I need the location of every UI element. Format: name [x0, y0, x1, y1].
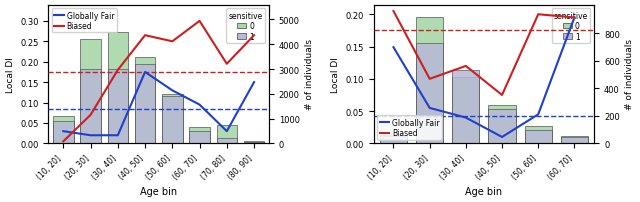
Bar [244, 141, 264, 144]
Bar [416, 18, 444, 144]
Bar [162, 97, 182, 144]
Bar [162, 94, 182, 144]
Bar [135, 57, 156, 144]
Bar [189, 131, 210, 144]
Bar [416, 44, 444, 144]
Bar [452, 71, 479, 144]
Y-axis label: Local DI: Local DI [6, 57, 15, 93]
Bar [81, 70, 100, 144]
Bar [452, 78, 479, 144]
Bar [561, 136, 588, 144]
Bar [108, 33, 128, 144]
Y-axis label: Local DI: Local DI [331, 57, 340, 93]
Bar [53, 121, 74, 144]
Bar [135, 65, 156, 144]
Bar [525, 126, 552, 144]
X-axis label: Age bin: Age bin [465, 186, 502, 197]
Legend: 0, 1: 0, 1 [227, 9, 265, 44]
Bar [561, 138, 588, 144]
Legend: Globally Fair, Biased: Globally Fair, Biased [378, 116, 442, 140]
Bar [81, 40, 100, 144]
Y-axis label: # of individuals: # of individuals [625, 39, 634, 110]
Y-axis label: # of individuals: # of individuals [305, 39, 314, 110]
Bar [380, 136, 407, 144]
Bar [189, 128, 210, 144]
Bar [488, 109, 516, 144]
Bar [525, 130, 552, 144]
Bar [488, 105, 516, 144]
Bar [108, 70, 128, 144]
Legend: 0, 1: 0, 1 [552, 9, 591, 44]
Bar [244, 142, 264, 144]
Bar [216, 125, 237, 144]
Legend: Globally Fair, Biased: Globally Fair, Biased [52, 9, 116, 33]
X-axis label: Age bin: Age bin [140, 186, 177, 197]
Bar [216, 139, 237, 144]
Bar [53, 117, 74, 144]
Bar [380, 136, 407, 144]
